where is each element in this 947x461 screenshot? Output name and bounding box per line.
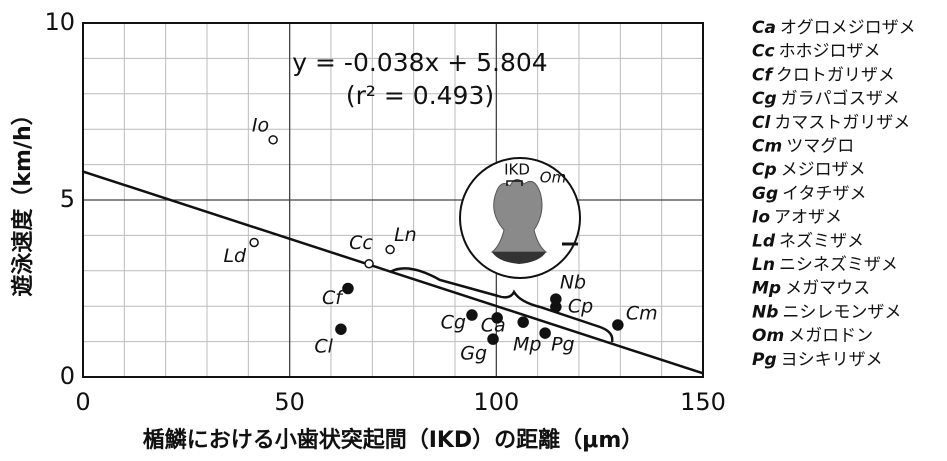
point-label: Cf	[322, 287, 345, 309]
point-label: Mp	[513, 334, 541, 356]
legend-name: カマストガリザメ	[774, 113, 910, 133]
legend-abbr: Om	[752, 326, 784, 346]
legend-abbr: Cl	[752, 113, 771, 133]
data-point	[336, 324, 346, 334]
legend-name: メガマウス	[785, 279, 870, 299]
equation: y = -0.038x + 5.804	[292, 48, 547, 77]
point-label: Ld	[223, 245, 247, 267]
x-tick-label: 50	[274, 388, 305, 416]
point-label: Io	[252, 114, 269, 136]
legend-abbr: Cg	[752, 89, 777, 109]
legend-name: アオザメ	[774, 208, 842, 228]
point-label: Pg	[551, 334, 575, 356]
point-label: Cp	[568, 295, 593, 317]
legend-name: クロトガリザメ	[776, 65, 895, 85]
legend-name: ツマグロ	[786, 137, 854, 157]
data-point	[250, 238, 258, 246]
legend-abbr: Cc	[752, 42, 775, 62]
tooth	[492, 179, 546, 252]
legend-abbr: Ld	[752, 231, 776, 251]
legend-abbr: Nb	[752, 302, 778, 322]
data-point	[365, 260, 373, 268]
y-tick-label: 10	[44, 8, 75, 36]
legend-name: ホホジロザメ	[779, 42, 881, 62]
point-label: Cg	[441, 312, 466, 334]
legend-name: オグロメジロザメ	[780, 18, 916, 38]
legend-abbr: Cf	[752, 65, 774, 85]
inset-ikd-label: IKD	[504, 161, 530, 179]
x-tick-label: 0	[75, 388, 90, 416]
legend-abbr: Cm	[752, 137, 782, 157]
legend-abbr: Cp	[752, 160, 777, 180]
legend-abbr: Gg	[752, 184, 778, 204]
point-label: Ca	[481, 314, 506, 336]
data-point	[343, 284, 353, 294]
point-label: Ln	[394, 224, 417, 246]
point-label: Cl	[314, 336, 333, 358]
chart: y = -0.038x + 5.804 (r² = 0.493) 楯鱗における小…	[0, 0, 947, 461]
legend-abbr: Io	[752, 208, 770, 228]
data-point	[551, 302, 561, 312]
y-axis-label: 遊泳速度（km/h）	[10, 103, 36, 296]
x-tick-label: 150	[680, 388, 726, 416]
legend-abbr: Ca	[752, 18, 776, 38]
data-point	[269, 136, 277, 144]
legend-name: ヨシキリザメ	[781, 350, 883, 370]
y-tick-label: 5	[60, 185, 75, 213]
data-point	[613, 320, 623, 330]
point-label: Nb	[560, 272, 586, 294]
y-tick-label: 0	[60, 362, 75, 390]
point-label: Cm	[626, 302, 658, 324]
legend-abbr: Ln	[752, 255, 775, 275]
data-point	[488, 334, 498, 344]
r-squared: (r² = 0.493)	[346, 81, 494, 110]
data-point	[540, 328, 550, 338]
legend-name: メジロザメ	[781, 160, 866, 180]
data-point	[386, 246, 394, 254]
point-label: Gg	[460, 343, 487, 365]
legend-name: ネズミザメ	[779, 231, 864, 251]
legend-abbr: Pg	[752, 350, 777, 370]
legend-name: ニシレモンザメ	[782, 302, 901, 322]
x-tick-label: 100	[473, 388, 519, 416]
point-label: Cc	[349, 232, 373, 254]
legend-abbr: Mp	[752, 279, 781, 299]
legend-name: ガラパゴスザメ	[781, 88, 900, 109]
x-axis-label: 楯鱗における小歯状突起間（IKD）の距離（μm）	[143, 427, 644, 453]
regression-line	[83, 172, 703, 374]
legend-name: イタチザメ	[782, 184, 866, 204]
legend-name: メガロドン	[788, 326, 873, 346]
data-point	[518, 317, 528, 327]
data-point	[467, 310, 477, 320]
inset-species-label: Om	[540, 169, 566, 187]
legend-name: ニシネズミザメ	[779, 255, 898, 275]
